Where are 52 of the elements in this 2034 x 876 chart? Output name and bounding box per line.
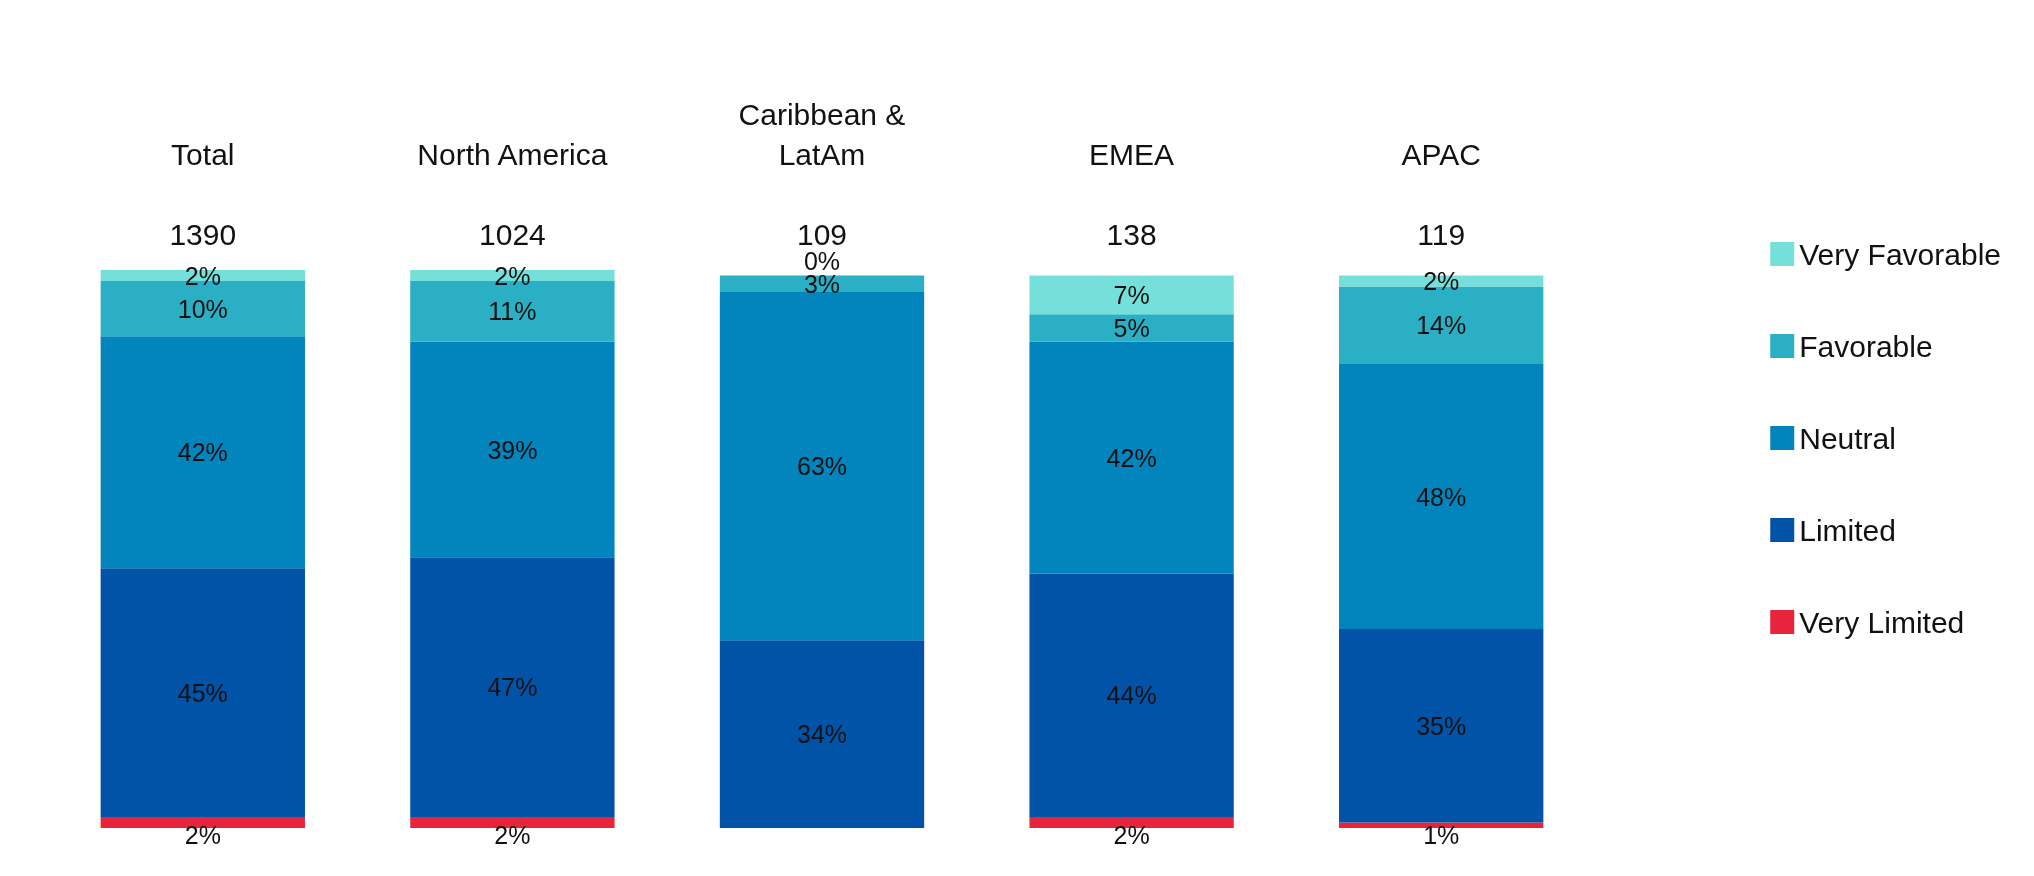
bar (719, 292, 925, 641)
x-tick-label: APAC (1401, 137, 1481, 171)
bar (100, 568, 305, 817)
data-label: 14% (1416, 311, 1467, 340)
bar (1029, 275, 1234, 315)
legend-label: Limited (1799, 513, 1896, 547)
data-label: 2% (1423, 267, 1460, 296)
bar (1029, 341, 1234, 574)
bar (410, 341, 615, 558)
bar (1029, 314, 1234, 342)
x-tick-label: North America (417, 137, 608, 171)
data-label: 2% (1113, 820, 1150, 849)
data-label: 2% (184, 261, 221, 290)
bar (1029, 573, 1234, 817)
bar (1339, 363, 1544, 630)
bar (1339, 629, 1544, 823)
data-label: 44% (1106, 681, 1157, 710)
text: 138 (1106, 217, 1157, 251)
bar (1339, 822, 1544, 828)
bar (410, 557, 615, 817)
legend-label: Neutral (1799, 421, 1896, 455)
data-label: 2% (494, 261, 531, 290)
text: 119 (1417, 217, 1466, 251)
legend-label: Very Favorable (1799, 237, 2002, 271)
data-label: 63% (796, 452, 848, 481)
data-label: 34% (796, 720, 848, 749)
x-tick-label: EMEA (1089, 137, 1175, 171)
bar (410, 816, 615, 828)
bar (100, 816, 305, 828)
x-tick-label: Caribbean & LatAm (738, 97, 906, 171)
data-label: 7% (1113, 280, 1150, 309)
data-label: 2% (494, 820, 531, 849)
bar (1029, 816, 1234, 828)
data-label: 42% (177, 438, 228, 467)
data-label: 39% (487, 435, 538, 464)
data-label: 11% (488, 297, 537, 326)
data-label: 10% (177, 294, 228, 323)
text: 1390 (169, 217, 237, 251)
data-label: 2% (184, 820, 221, 849)
data-label: 48% (1416, 482, 1467, 511)
data-label: 45% (177, 678, 228, 707)
text: 1024 (479, 217, 546, 251)
bar (100, 336, 305, 569)
data-label: 35% (1416, 711, 1467, 740)
legend-label: Very Limited (1799, 605, 1965, 639)
data-label: 1% (1423, 820, 1460, 849)
data-label: 47% (487, 673, 538, 702)
bar (719, 640, 925, 828)
legend-label: Favorable (1799, 329, 1933, 363)
data-label: 5% (1113, 314, 1150, 343)
data-label: 42% (1106, 443, 1157, 472)
x-tick-label: Total (171, 137, 235, 171)
